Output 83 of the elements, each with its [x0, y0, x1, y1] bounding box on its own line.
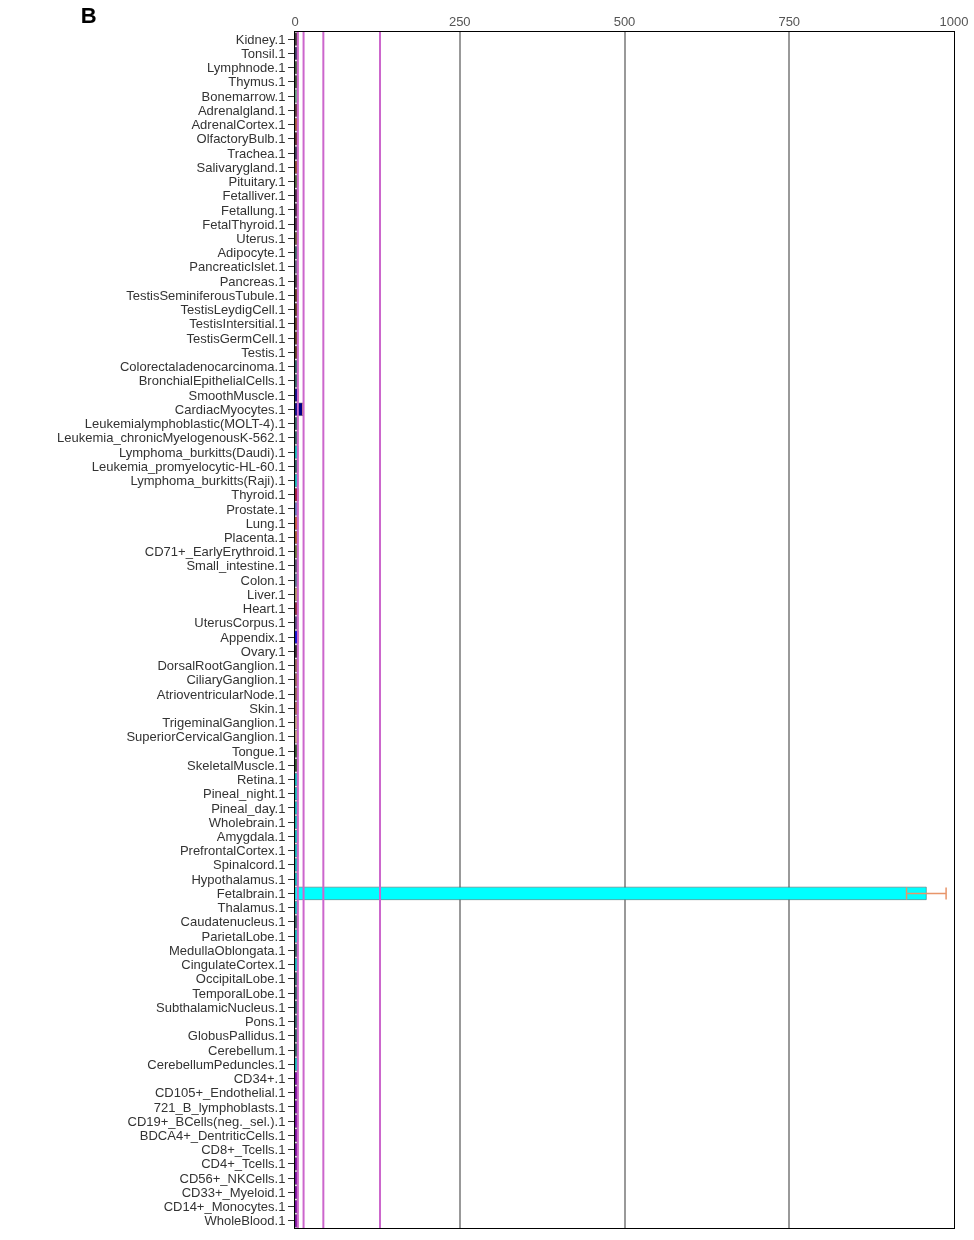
y-tick-label: Caudatenucleus.1 — [180, 914, 286, 930]
y-tick-label: TestisLeydigCell.1 — [180, 302, 286, 318]
y-tick-label: Leukemialymphoblastic(MOLT-4).1 — [84, 416, 286, 432]
y-tick-label: PrefrontalCortex.1 — [179, 843, 286, 859]
y-tick-label: TestisGermCell.1 — [186, 330, 286, 346]
y-tick-label: TestisIntersitial.1 — [189, 316, 286, 332]
y-tick-label: Hypothalamus.1 — [191, 871, 286, 887]
y-tick-label: Amygdala.1 — [216, 829, 286, 844]
y-tick-label: CD56+_NKCells.1 — [179, 1170, 286, 1186]
y-tick-label: Tongue.1 — [231, 743, 286, 759]
y-tick-label: UterusCorpus.1 — [194, 615, 286, 631]
y-tick-label: MedullaOblongata.1 — [169, 942, 286, 958]
y-tick-label: Bonemarrow.1 — [201, 88, 286, 104]
y-tick-label: Lymphoma_burkitts(Daudi).1 — [118, 444, 286, 460]
y-tick-label: CD105+_Endothelial.1 — [154, 1085, 286, 1101]
y-tick-label: CerebellumPeduncles.1 — [147, 1056, 286, 1072]
y-tick-label: AtrioventricularNode.1 — [156, 686, 286, 702]
y-tick-label: OlfactoryBulb.1 — [196, 131, 286, 147]
y-tick-label: Pancreas.1 — [219, 273, 286, 289]
y-tick-label: Skin.1 — [249, 700, 286, 716]
y-tick-label: Kidney.1 — [235, 31, 286, 47]
text: B — [80, 2, 97, 28]
y-tick-label: CardiacMyocytes.1 — [174, 401, 286, 417]
y-tick-label: WholeBlood.1 — [204, 1213, 286, 1229]
y-tick-label: Adipocyte.1 — [217, 245, 286, 261]
y-tick-label: Pons.1 — [244, 1014, 286, 1030]
y-tick-label: CD4+_Tcells.1 — [201, 1156, 286, 1172]
y-tick-label: CD71+_EarlyErythroid.1 — [144, 544, 286, 560]
y-tick-label: CiliaryGanglion.1 — [186, 672, 286, 688]
y-tick-label: Cerebellum.1 — [208, 1042, 286, 1058]
y-tick-label: CD8+_Tcells.1 — [201, 1142, 286, 1158]
y-tick-label: OccipitalLobe.1 — [195, 971, 286, 987]
y-tick-label: Heart.1 — [242, 601, 286, 617]
y-tick-label: Thyroid.1 — [231, 487, 286, 503]
y-tick-label: CD14+_Monocytes.1 — [163, 1199, 286, 1215]
y-tick-label: Fetalliver.1 — [222, 188, 286, 204]
y-tick-label: Prostate.1 — [226, 501, 286, 517]
y-tick-label: TemporalLobe.1 — [192, 985, 286, 1001]
y-tick-label: TestisSeminiferousTubule.1 — [126, 287, 286, 303]
y-tick-label: ParietalLobe.1 — [201, 928, 286, 944]
y-tick-label: Liver.1 — [247, 586, 286, 602]
x-tick-label: 500 — [613, 13, 636, 29]
y-tick-label: SuperiorCervicalGanglion.1 — [126, 729, 286, 745]
y-tick-label: Retina.1 — [236, 772, 286, 788]
y-tick-label: Placenta.1 — [223, 530, 286, 545]
y-tick-label: Lymphoma_burkitts(Raji).1 — [130, 473, 286, 489]
y-tick-label: BronchialEpithelialCells.1 — [138, 373, 286, 389]
x-tick-label: 250 — [448, 13, 471, 29]
y-tick-label: TrigeminalGanglion.1 — [162, 715, 286, 731]
y-tick-label: Salivarygland.1 — [196, 159, 286, 175]
y-tick-label: CD34+.1 — [233, 1071, 286, 1087]
y-tick-label: Trachea.1 — [227, 145, 286, 161]
y-tick-label: Appendix.1 — [220, 629, 286, 645]
y-tick-label: 721_B_lymphoblasts.1 — [153, 1099, 286, 1115]
y-tick-label: AdrenalCortex.1 — [191, 117, 286, 133]
x-tick-label: 1000 — [939, 13, 969, 29]
y-tick-label: Testis.1 — [241, 344, 286, 360]
y-tick-label: Spinalcord.1 — [213, 857, 286, 873]
y-tick-label: PancreaticIslet.1 — [189, 259, 286, 275]
x-tick-label: 0 — [291, 13, 299, 29]
y-tick-label: DorsalRootGanglion.1 — [157, 658, 286, 674]
y-tick-label: Thymus.1 — [228, 74, 286, 90]
y-tick-label: Adrenalgland.1 — [197, 102, 286, 118]
y-tick-label: BDCA4+_DentriticCells.1 — [139, 1128, 286, 1143]
x-tick-label: 750 — [778, 13, 801, 29]
y-tick-label: GlobusPallidus.1 — [187, 1028, 286, 1044]
y-tick-label: Uterus.1 — [236, 231, 286, 246]
y-tick-label: CD33+_Myeloid.1 — [181, 1184, 286, 1200]
y-tick-label: CingulateCortex.1 — [181, 957, 286, 973]
y-tick-label: Leukemia_chronicMyelogenousK-562.1 — [57, 430, 286, 446]
y-tick-label: Thalamus.1 — [217, 900, 286, 916]
y-tick-label: Ovary.1 — [240, 643, 286, 659]
y-tick-label: Colorectaladenocarcinoma.1 — [119, 359, 286, 375]
y-tick-label: Lymphnode.1 — [207, 60, 286, 76]
y-tick-label: Fetalbrain.1 — [216, 885, 286, 901]
y-tick-label: Pineal_day.1 — [211, 800, 286, 816]
y-tick-label: Lung.1 — [245, 515, 286, 531]
y-tick-label: Colon.1 — [240, 572, 286, 588]
y-tick-label: Pineal_night.1 — [202, 786, 286, 802]
y-tick-label: Fetallung.1 — [221, 202, 286, 218]
y-tick-label: Small_intestine.1 — [186, 558, 286, 574]
y-tick-label: SmoothMuscle.1 — [188, 387, 286, 403]
y-tick-label: Pituitary.1 — [228, 174, 286, 190]
